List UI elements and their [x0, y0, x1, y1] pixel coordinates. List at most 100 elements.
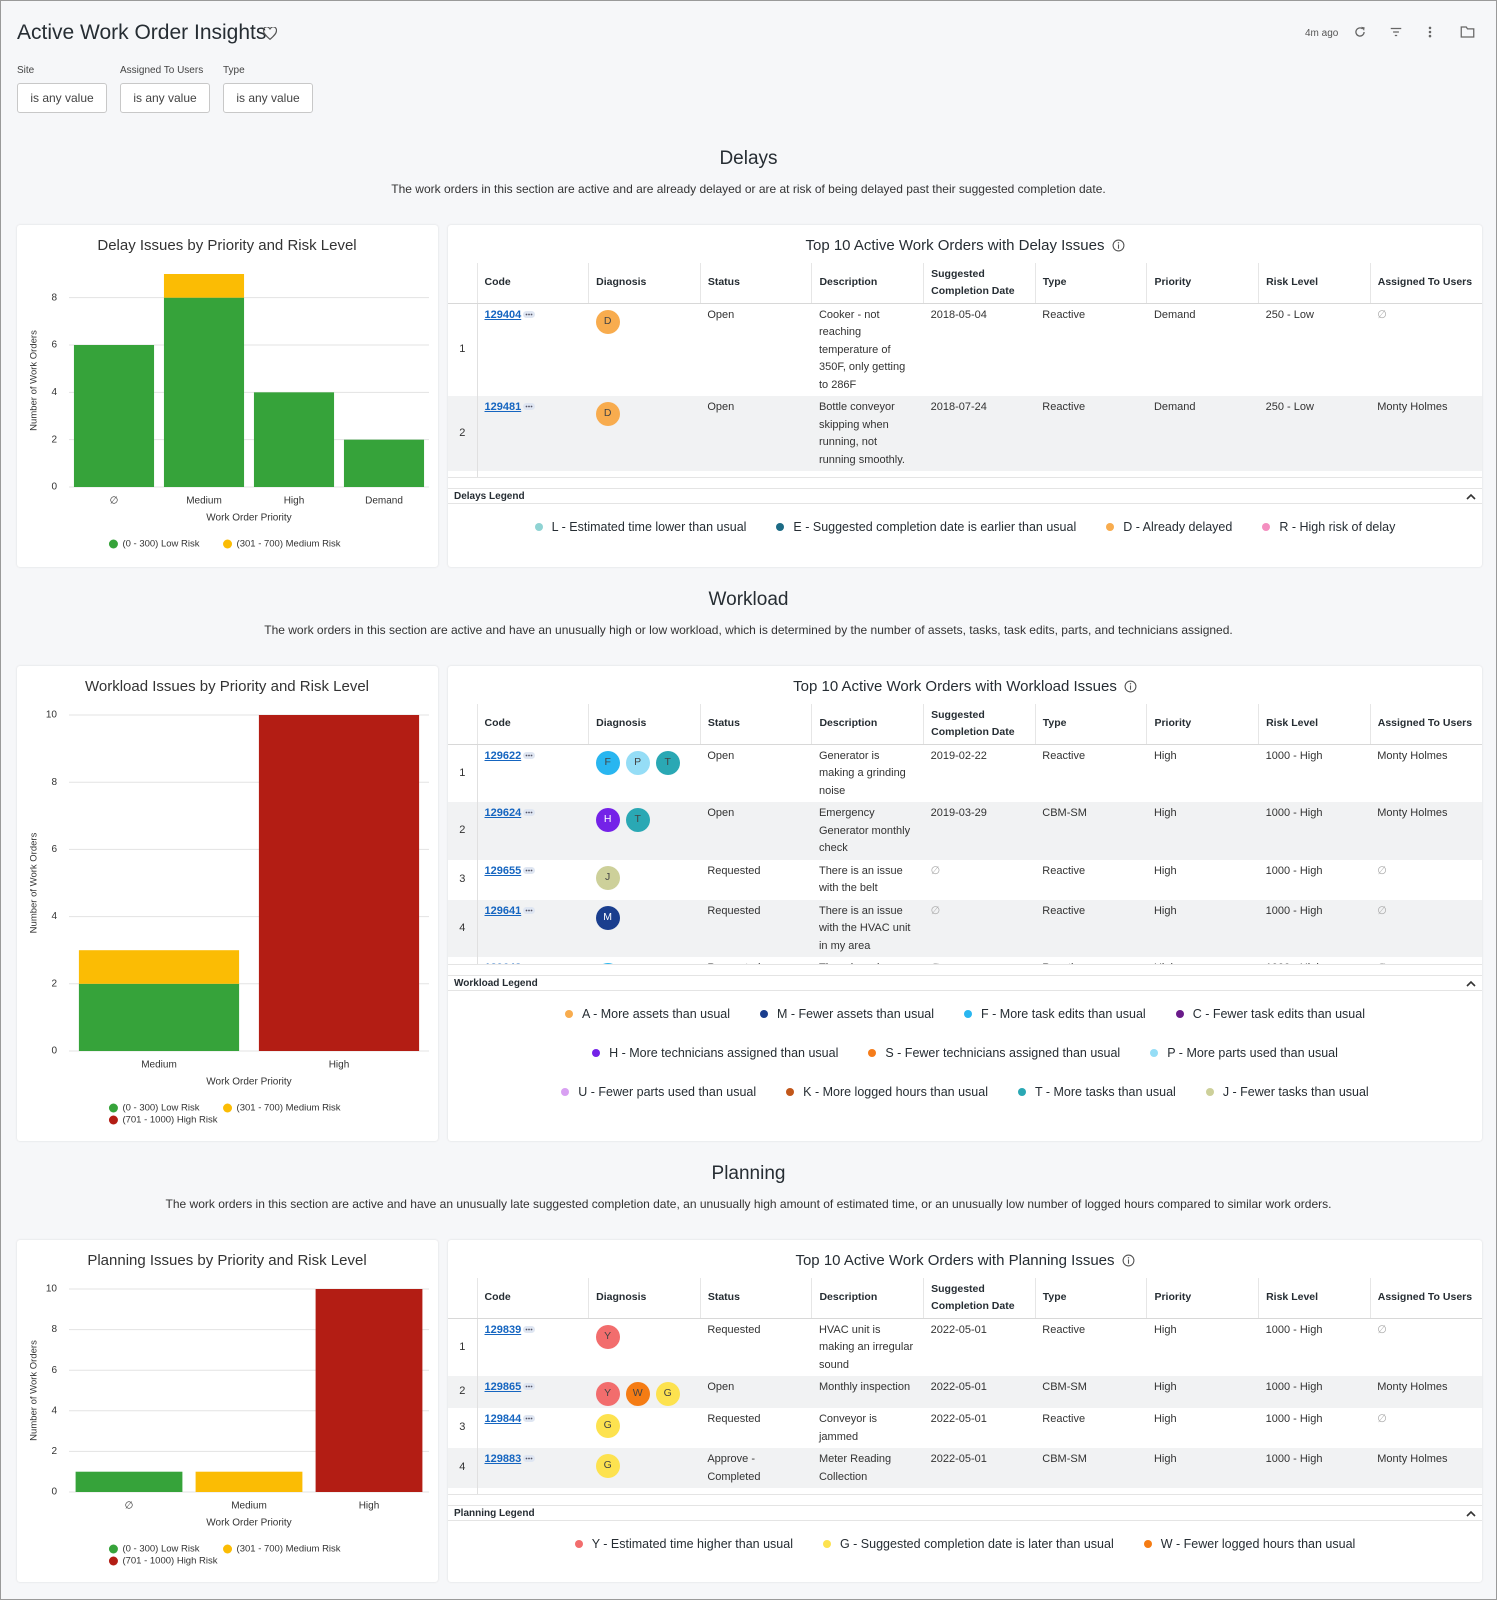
cell-text: 1000 - High: [1265, 904, 1323, 917]
cell: 250 - Low: [1258, 396, 1371, 471]
cell: High: [1147, 744, 1259, 802]
work-order-link[interactable]: 129481: [484, 401, 522, 413]
cell: Reactive: [1035, 744, 1147, 802]
legend-label: M - Fewer assets than usual: [777, 1007, 935, 1021]
cell: High: [1147, 1488, 1259, 1494]
cell-text: CBM-SM: [1042, 1381, 1087, 1393]
work-order-link[interactable]: 129622: [484, 749, 522, 762]
column-header: Suggested Completion Date: [923, 704, 1036, 745]
work-order-link[interactable]: 129883: [484, 1453, 522, 1465]
cell: Reactive: [1035, 1408, 1147, 1448]
cell-text: 250 - Low: [1265, 401, 1314, 413]
y-tick-label: 0: [51, 1046, 57, 1057]
y-axis-title: Number of Work Orders: [29, 832, 40, 933]
link-menu[interactable]: [523, 1325, 536, 1333]
link-menu[interactable]: [523, 866, 536, 874]
cell: ∅: [1370, 1488, 1482, 1494]
cell-text: Demand: [1153, 308, 1196, 321]
work-order-link[interactable]: 129865: [484, 1381, 522, 1393]
legend-item: (301 - 700) Medium Risk: [223, 1544, 341, 1555]
more-icon[interactable]: [1425, 25, 1435, 39]
info-icon[interactable]: [1122, 1254, 1135, 1267]
link-menu[interactable]: [523, 964, 535, 965]
link-menu[interactable]: [523, 751, 536, 759]
cell-text: Reactive: [1042, 1413, 1086, 1425]
cell-text: 2022-05-01: [930, 1381, 987, 1393]
diagnosis-badge: M: [595, 905, 620, 930]
work-order-link[interactable]: 129655: [484, 864, 522, 877]
diagnosis-badge: D: [596, 477, 620, 478]
link-menu[interactable]: [523, 403, 536, 410]
work-order-link[interactable]: 129432: [485, 476, 522, 477]
cell: 129883: [477, 1448, 589, 1488]
legend-label: T - More tasks than usual: [1035, 1085, 1176, 1099]
cell-text: ∅: [1377, 1413, 1387, 1425]
cell: Reactive: [1035, 396, 1147, 471]
legend-dot: [1018, 1088, 1026, 1096]
section-title: Delays: [719, 148, 778, 169]
row-index: 3: [448, 859, 478, 900]
table-row: 5 129648 F Requested There is an issue with …: [448, 957, 1482, 965]
column-header: Description: [811, 704, 924, 745]
cell: 1000 - High: [1259, 744, 1371, 802]
cell-text: Reactive: [1042, 749, 1086, 762]
cell-text: 2019-03-29: [930, 807, 987, 819]
cell: Requested: [700, 1408, 812, 1448]
cell-text: High: [1154, 1493, 1177, 1494]
link-menu[interactable]: [523, 1383, 536, 1390]
work-order-link[interactable]: 129839: [484, 1323, 522, 1336]
work-order-link[interactable]: 129834: [485, 1493, 522, 1494]
cell: ∅: [1370, 957, 1482, 964]
section-title: Workload: [708, 589, 789, 610]
collapse-icon[interactable]: [1466, 980, 1476, 987]
chart-title: Planning Issues by Priority and Risk Lev…: [87, 1252, 366, 1269]
filter-value[interactable]: is any value: [17, 83, 107, 113]
filter-value[interactable]: is any value: [223, 83, 313, 113]
column-header: Diagnosis: [588, 704, 701, 745]
legend-label: (701 - 1000) High Risk: [122, 1556, 217, 1567]
work-order-link[interactable]: 129641: [484, 904, 522, 917]
link-menu[interactable]: [523, 1415, 536, 1422]
link-menu[interactable]: [523, 809, 536, 816]
cell-text: High: [1153, 749, 1177, 762]
legend-label: J - Fewer tasks than usual: [1222, 1085, 1369, 1099]
cell: 1000 - High: [1259, 1408, 1371, 1448]
refresh-icon[interactable]: [1353, 25, 1367, 39]
cell: 1000 - High: [1259, 860, 1371, 900]
y-tick-label: 6: [51, 340, 57, 351]
table-card: Top 10 Active Work Orders with Planning …: [448, 1240, 1482, 1582]
link-menu[interactable]: [523, 1455, 536, 1462]
folder-icon[interactable]: [1460, 25, 1475, 39]
filter-icon[interactable]: [1389, 25, 1403, 39]
column-header: Priority: [1146, 1278, 1259, 1319]
work-order-link[interactable]: 129844: [484, 1413, 522, 1425]
collapse-icon[interactable]: [1466, 1510, 1476, 1517]
cell: CBM-SM: [1035, 802, 1147, 860]
column-header: Priority: [1146, 263, 1259, 304]
work-order-link[interactable]: 129648: [485, 962, 522, 964]
info-icon[interactable]: [1124, 680, 1137, 693]
legend-item: P - More parts used than usual: [1150, 1045, 1338, 1061]
table-row: 4 129641 M Requested There is an issue with …: [448, 899, 1482, 957]
cell: Emergency Generator monthly check: [811, 802, 924, 860]
cell: J: [589, 860, 701, 900]
work-order-link[interactable]: 129404: [484, 308, 522, 321]
diagnosis-badge: J: [595, 865, 620, 890]
y-tick-label: 4: [51, 1405, 57, 1416]
table-row: 129834 Y Open Inspection "Fail": inspect an…: [448, 1488, 1482, 1494]
cell: Y: [589, 1488, 701, 1494]
link-menu[interactable]: [523, 906, 536, 914]
filter: Type is any value: [223, 65, 313, 113]
table-header: Top 10 Active Work Orders with Delay Iss…: [448, 225, 1482, 263]
info-icon[interactable]: [1112, 239, 1125, 252]
column-header: Type: [1034, 263, 1147, 304]
work-order-link[interactable]: 129624: [484, 807, 522, 819]
link-menu[interactable]: [523, 310, 536, 318]
chart-title: Delay Issues by Priority and Risk Level: [97, 237, 356, 254]
collapse-icon[interactable]: [1466, 493, 1476, 500]
column-header: Type: [1034, 704, 1147, 745]
favorite-icon[interactable]: [263, 27, 277, 40]
cell-text: John Smith: [1377, 476, 1432, 477]
filter-value[interactable]: is any value: [120, 83, 210, 113]
cell-text: Open: [707, 476, 734, 477]
